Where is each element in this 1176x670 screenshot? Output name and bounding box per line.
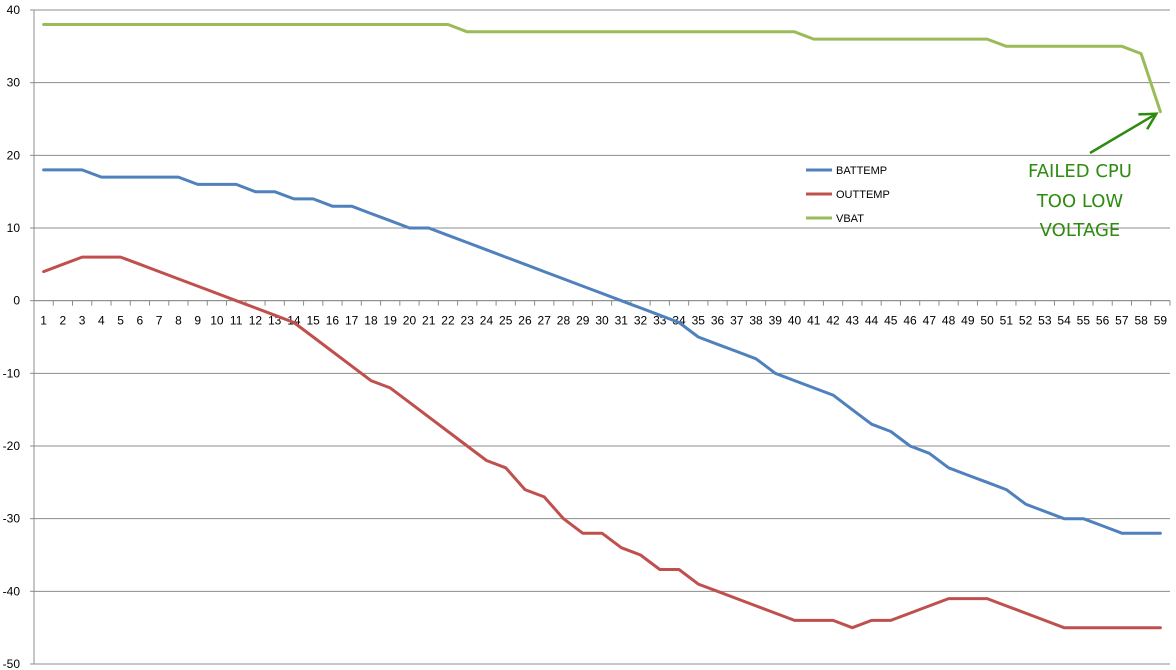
x-tick-label: 56 xyxy=(1096,314,1110,328)
annotation-text-line: FAILED CPU xyxy=(1028,161,1132,182)
x-tick-label: 35 xyxy=(692,314,706,328)
legend-label-outtemp: OUTTEMP xyxy=(836,189,890,201)
y-tick-label: -30 xyxy=(3,512,21,526)
annotation-arrow-head xyxy=(1138,112,1159,130)
y-axis-ticks: -50 -40 -30 -20 -10 0 10 20 30 40 xyxy=(3,3,34,670)
x-tick-label: 47 xyxy=(923,314,937,328)
x-tick-label: 21 xyxy=(422,314,436,328)
x-tick-label: 31 xyxy=(615,314,629,328)
x-tick-label: 46 xyxy=(903,314,917,328)
x-tick-label: 39 xyxy=(769,314,783,328)
y-tick-label: -40 xyxy=(3,584,21,598)
x-tick-label: 58 xyxy=(1134,314,1148,328)
x-tick-label: 25 xyxy=(499,314,513,328)
x-tick-label: 55 xyxy=(1077,314,1091,328)
x-tick-label: 38 xyxy=(749,314,763,328)
annotation-arrow-shaft xyxy=(1089,112,1158,155)
x-tick-label: 53 xyxy=(1038,314,1052,328)
x-tick-label: 15 xyxy=(307,314,321,328)
x-tick-label: 40 xyxy=(788,314,802,328)
x-tick-label: 7 xyxy=(156,314,163,328)
y-tick-label: 0 xyxy=(13,294,20,308)
x-tick-label: 9 xyxy=(194,314,201,328)
x-tick-label: 37 xyxy=(730,314,744,328)
x-tick-label: 10 xyxy=(210,314,224,328)
x-axis-ticks: 1 2 3 4 5 6 7 8 9 10 11 12 13 14 15 16 17 18 19 20 21 22 23 24 2… xyxy=(40,314,1167,328)
x-tick-label: 54 xyxy=(1057,314,1071,328)
series-line-battemp xyxy=(42,168,1162,535)
y-tick-label: -50 xyxy=(3,657,21,670)
x-tick-label: 26 xyxy=(518,314,532,328)
x-tick-label: 17 xyxy=(345,314,359,328)
x-tick-label: 16 xyxy=(326,314,340,328)
x-tick-label: 52 xyxy=(1019,314,1033,328)
x-tick-label: 6 xyxy=(137,314,144,328)
x-tick-label: 28 xyxy=(557,314,571,328)
series-line-outtemp xyxy=(42,255,1162,630)
x-tick-label: 19 xyxy=(384,314,398,328)
x-tick-label: 24 xyxy=(480,314,494,328)
x-tick-label: 57 xyxy=(1115,314,1129,328)
x-tick-label: 49 xyxy=(961,314,975,328)
x-tick-label: 3 xyxy=(79,314,86,328)
annotation: FAILED CPU TOO LOW VOLTAGE xyxy=(1028,112,1159,241)
annotation-text-line: TOO LOW xyxy=(1036,191,1124,212)
x-tick-label: 27 xyxy=(538,314,552,328)
x-tick-label: 43 xyxy=(846,314,860,328)
x-tick-label: 30 xyxy=(595,314,609,328)
legend-label-vbat: VBAT xyxy=(836,213,864,225)
x-tick-label: 22 xyxy=(441,314,455,328)
x-tick-label: 23 xyxy=(461,314,475,328)
x-tick-label: 50 xyxy=(980,314,994,328)
y-tick-label: 30 xyxy=(7,76,21,90)
x-tick-label: 1 xyxy=(40,314,47,328)
x-tick-label: 18 xyxy=(364,314,378,328)
x-tick-label: 4 xyxy=(98,314,105,328)
x-tick-label: 44 xyxy=(865,314,879,328)
series-lines xyxy=(42,23,1162,630)
x-tick-label: 5 xyxy=(117,314,124,328)
series-line-vbat xyxy=(42,23,1162,114)
x-tick-label: 12 xyxy=(249,314,263,328)
x-tick-label: 59 xyxy=(1154,314,1168,328)
annotation-text-line: VOLTAGE xyxy=(1040,220,1121,241)
x-tick-label: 2 xyxy=(60,314,67,328)
legend: BATTEMP OUTTEMP VBAT xyxy=(806,165,890,225)
gridlines xyxy=(33,9,1170,665)
x-tick-label: 45 xyxy=(884,314,898,328)
x-tick-label: 20 xyxy=(403,314,417,328)
legend-label-battemp: BATTEMP xyxy=(836,165,887,177)
x-tick-label: 42 xyxy=(826,314,840,328)
x-tick-label: 51 xyxy=(1000,314,1014,328)
y-tick-label: -10 xyxy=(3,366,21,380)
x-tick-label: 29 xyxy=(576,314,590,328)
x-tick-label: 11 xyxy=(230,314,243,328)
x-tick-label: 8 xyxy=(175,314,182,328)
x-axis xyxy=(33,300,1171,306)
y-tick-label: 40 xyxy=(7,3,21,17)
y-tick-label: 20 xyxy=(7,148,21,162)
x-tick-label: 41 xyxy=(807,314,821,328)
x-tick-label: 36 xyxy=(711,314,725,328)
y-tick-label: -20 xyxy=(3,439,21,453)
x-tick-label: 32 xyxy=(634,314,648,328)
y-tick-label: 10 xyxy=(7,221,21,235)
x-tick-label: 48 xyxy=(942,314,956,328)
